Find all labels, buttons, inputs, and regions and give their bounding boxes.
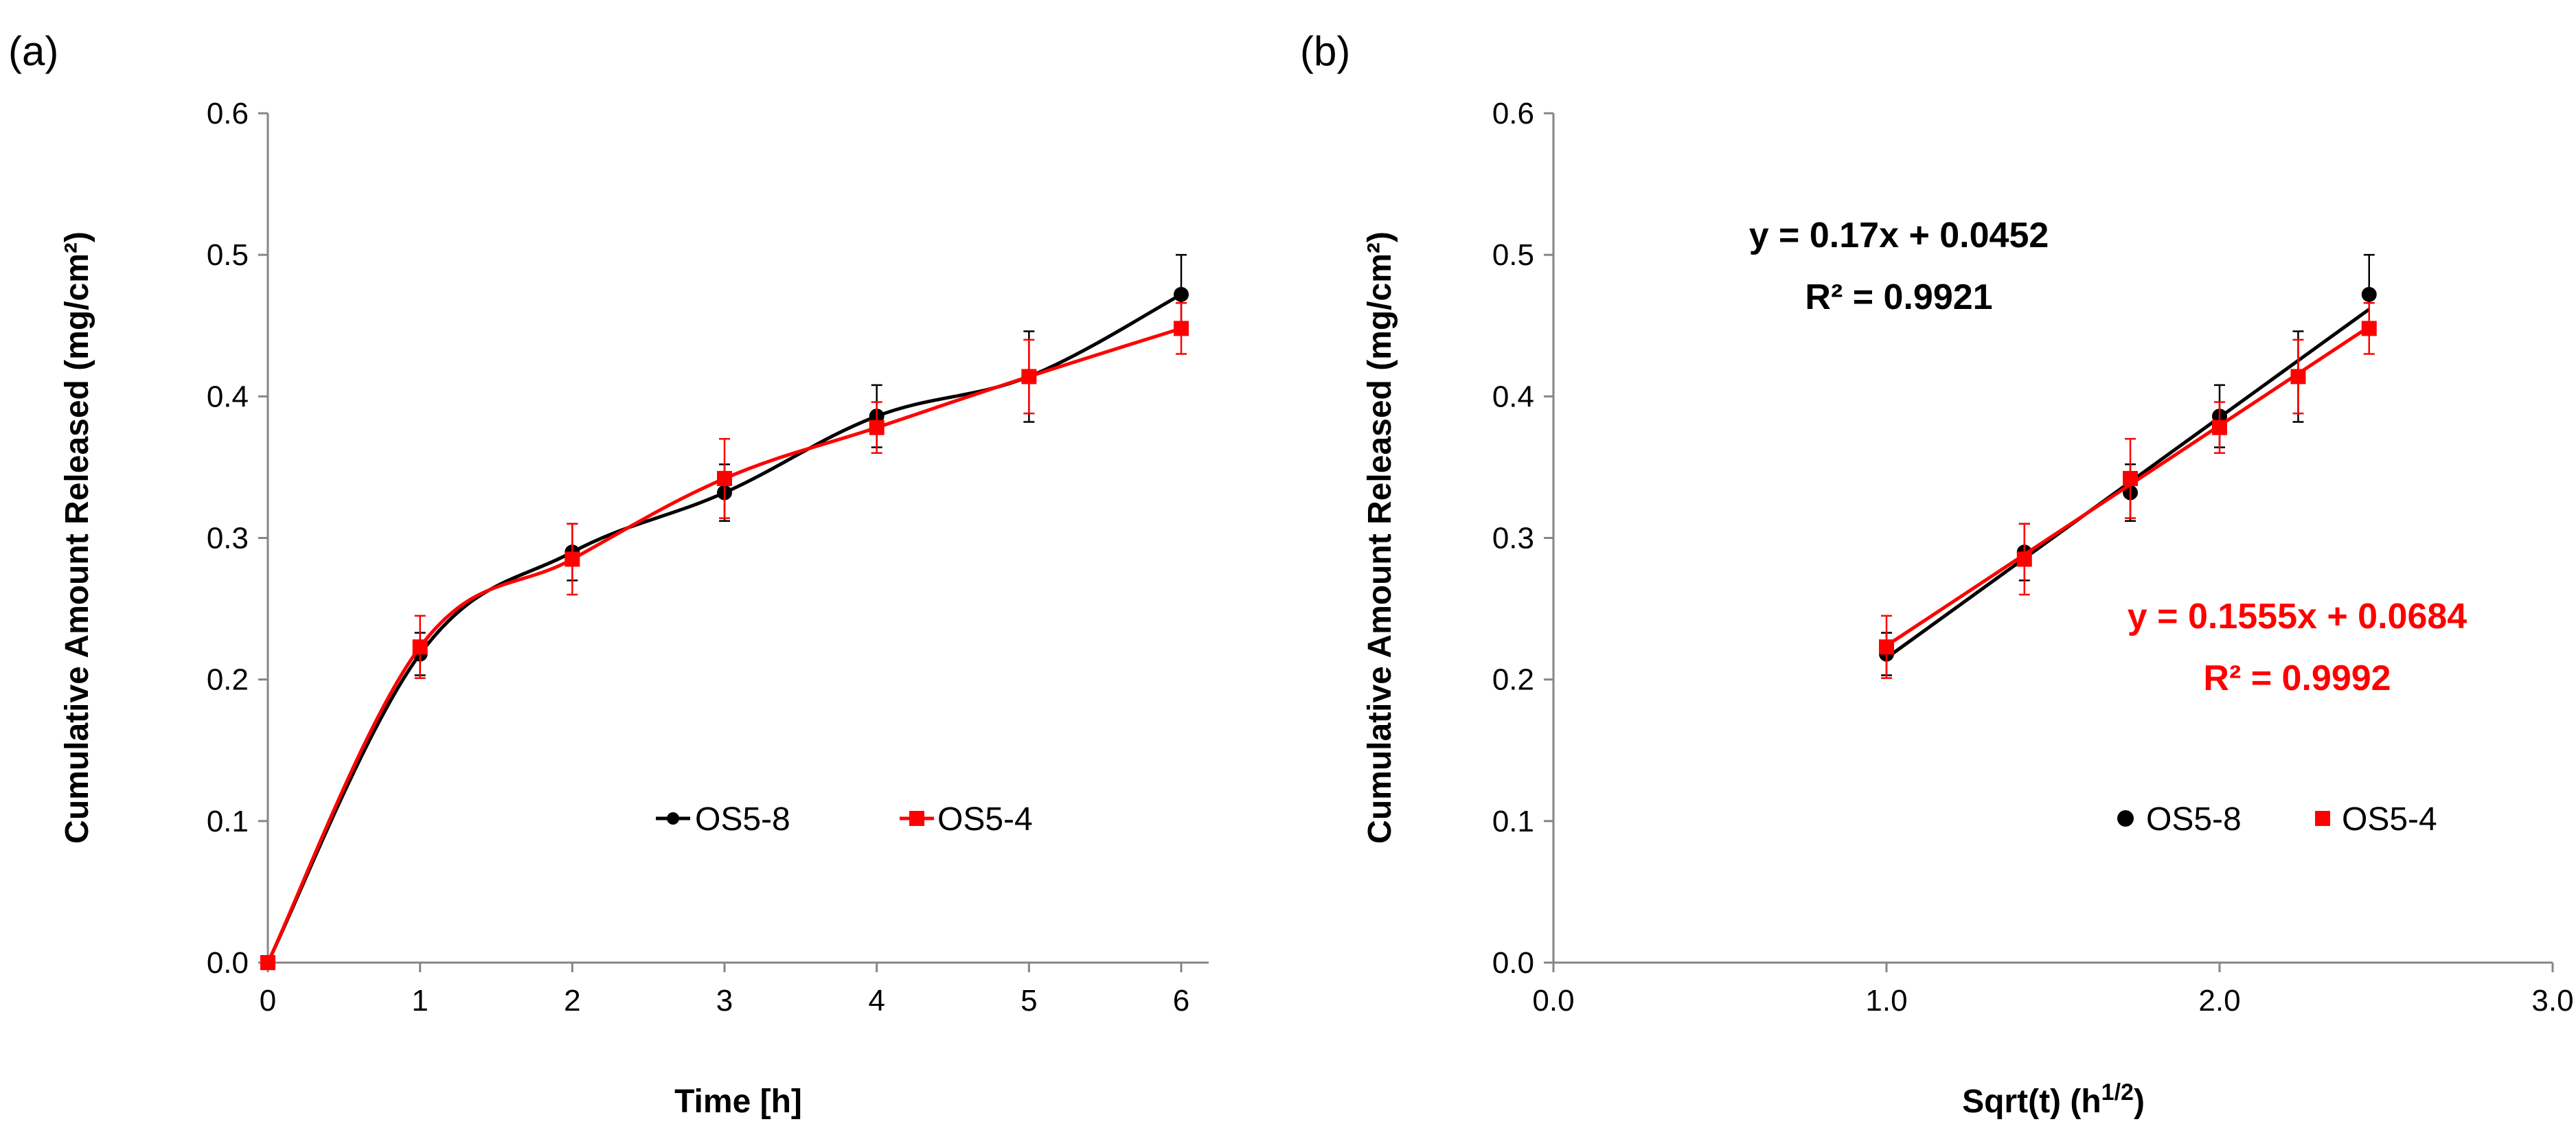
data-point-os5-4: [1879, 639, 1894, 655]
legend-marker-os5-4: [909, 811, 924, 826]
y-tick-label: 0.3: [207, 522, 249, 555]
y-tick-label: 0.2: [1492, 663, 1534, 697]
panel-b-fit-r2-os5-4: R² = 0.9992: [2203, 658, 2391, 698]
y-tick-label: 0.1: [207, 805, 249, 838]
data-point-os5-4: [2361, 321, 2377, 336]
panel-b-x-axis-title-end: ): [2134, 1083, 2145, 1120]
panel-a-y-axis-title: Cumulative Amount Released (mg/cm²): [59, 231, 95, 844]
y-tick-label: 0.4: [1492, 380, 1534, 413]
data-point-os5-4: [869, 420, 885, 435]
panel-a-legend: OS5-8 OS5-4: [656, 801, 1033, 838]
panel-a: (a) 0.0 0.1 0.2 0.3 0.4 0.5 0.6 0 1 2 3 4 5 6 Cumula…: [8, 28, 1209, 1120]
y-tick-label: 0.6: [207, 97, 249, 130]
x-tick-label: 1: [411, 984, 428, 1018]
x-tick-label: 0.0: [1532, 984, 1574, 1018]
x-tick-label: 3: [716, 984, 733, 1018]
x-tick-label: 5: [1021, 984, 1037, 1018]
x-tick-label: 6: [1173, 984, 1189, 1018]
series-line-os5-4: [266, 326, 1182, 964]
data-point-os5-4: [2016, 551, 2032, 567]
panel-a-legend-os5-8: OS5-8: [695, 801, 790, 838]
x-tick-label: 2: [564, 984, 580, 1018]
y-tick-label: 0.6: [1492, 97, 1534, 130]
y-tick-label: 0.2: [207, 663, 249, 697]
data-point-os5-4: [2290, 369, 2306, 384]
panel-a-plot-area: [260, 253, 1189, 970]
panel-b-y-ticks: 0.0 0.1 0.2 0.3 0.4 0.5 0.6: [1492, 97, 1553, 980]
panel-b-x-ticks: 0.0 1.0 2.0 3.0: [1532, 963, 2574, 1018]
panel-b-legend-os5-4: OS5-4: [2342, 801, 2437, 838]
panel-b-x-axis-title-main: Sqrt(t) (h: [1962, 1083, 2101, 1120]
data-point-os5-4: [717, 470, 732, 486]
panel-b-plot-area: [1879, 253, 2377, 679]
series-line-os5-8: [266, 292, 1183, 964]
data-point-os5-8: [1174, 286, 1189, 302]
panel-b-fit-equation-os5-8: y = 0.17x + 0.0452: [1749, 216, 2049, 255]
y-tick-label: 0.1: [1492, 805, 1534, 838]
data-point-os5-4: [2123, 470, 2139, 486]
panel-b-fit-r2-os5-8: R² = 0.9921: [1805, 277, 1992, 317]
panel-a-label: (a): [8, 28, 58, 74]
y-tick-label: 0.0: [1492, 946, 1534, 980]
y-tick-label: 0.4: [207, 380, 249, 413]
x-tick-label: 3.0: [2531, 984, 2573, 1018]
legend-marker-os5-8: [667, 812, 679, 825]
x-tick-label: 4: [868, 984, 885, 1018]
panel-b-x-axis-title-sup: 1/2: [2101, 1079, 2134, 1105]
panel-b-label: (b): [1300, 28, 1350, 74]
data-point-os5-4: [1174, 321, 1189, 336]
x-tick-label: 2.0: [2198, 984, 2240, 1018]
y-tick-label: 0.3: [1492, 522, 1534, 555]
data-point-os5-4: [565, 551, 580, 567]
panel-a-x-axis-title: Time [h]: [674, 1083, 802, 1120]
data-point-os5-4: [412, 639, 428, 655]
panel-a-y-ticks: 0.0 0.1 0.2 0.3 0.4 0.5 0.6: [207, 97, 268, 980]
y-tick-label: 0.0: [207, 946, 249, 980]
panel-a-x-ticks: 0 1 2 3 4 5 6: [260, 963, 1189, 1018]
y-tick-label: 0.5: [1492, 238, 1534, 272]
data-point-os5-4: [260, 955, 275, 970]
y-tick-label: 0.5: [207, 238, 249, 272]
data-point-os5-8: [2361, 286, 2377, 302]
legend-marker-os5-4-b: [2315, 811, 2330, 826]
panel-b-legend: OS5-8 OS5-4: [2117, 801, 2437, 838]
data-point-os5-4: [2212, 420, 2227, 435]
trendline-os5-4: [1885, 325, 2371, 647]
x-tick-label: 0: [260, 984, 276, 1018]
panel-b: (b) 0.0 0.1 0.2 0.3 0.4 0.5 0.6 0.0 1.0 2.0 3.0 C…: [1300, 28, 2574, 1120]
data-point-os5-4: [1021, 369, 1037, 384]
legend-marker-os5-8-b: [2117, 810, 2134, 827]
x-tick-label: 1.0: [1865, 984, 1907, 1018]
panel-b-y-axis-title: Cumulative Amount Released (mg/cm²): [1362, 231, 1398, 844]
panel-b-legend-os5-8: OS5-8: [2146, 801, 2242, 838]
panel-b-fit-equation-os5-4: y = 0.1555x + 0.0684: [2128, 597, 2467, 636]
panel-b-x-axis-title: Sqrt(t) (h1/2): [1962, 1079, 2145, 1120]
panel-a-legend-os5-4: OS5-4: [937, 801, 1033, 838]
